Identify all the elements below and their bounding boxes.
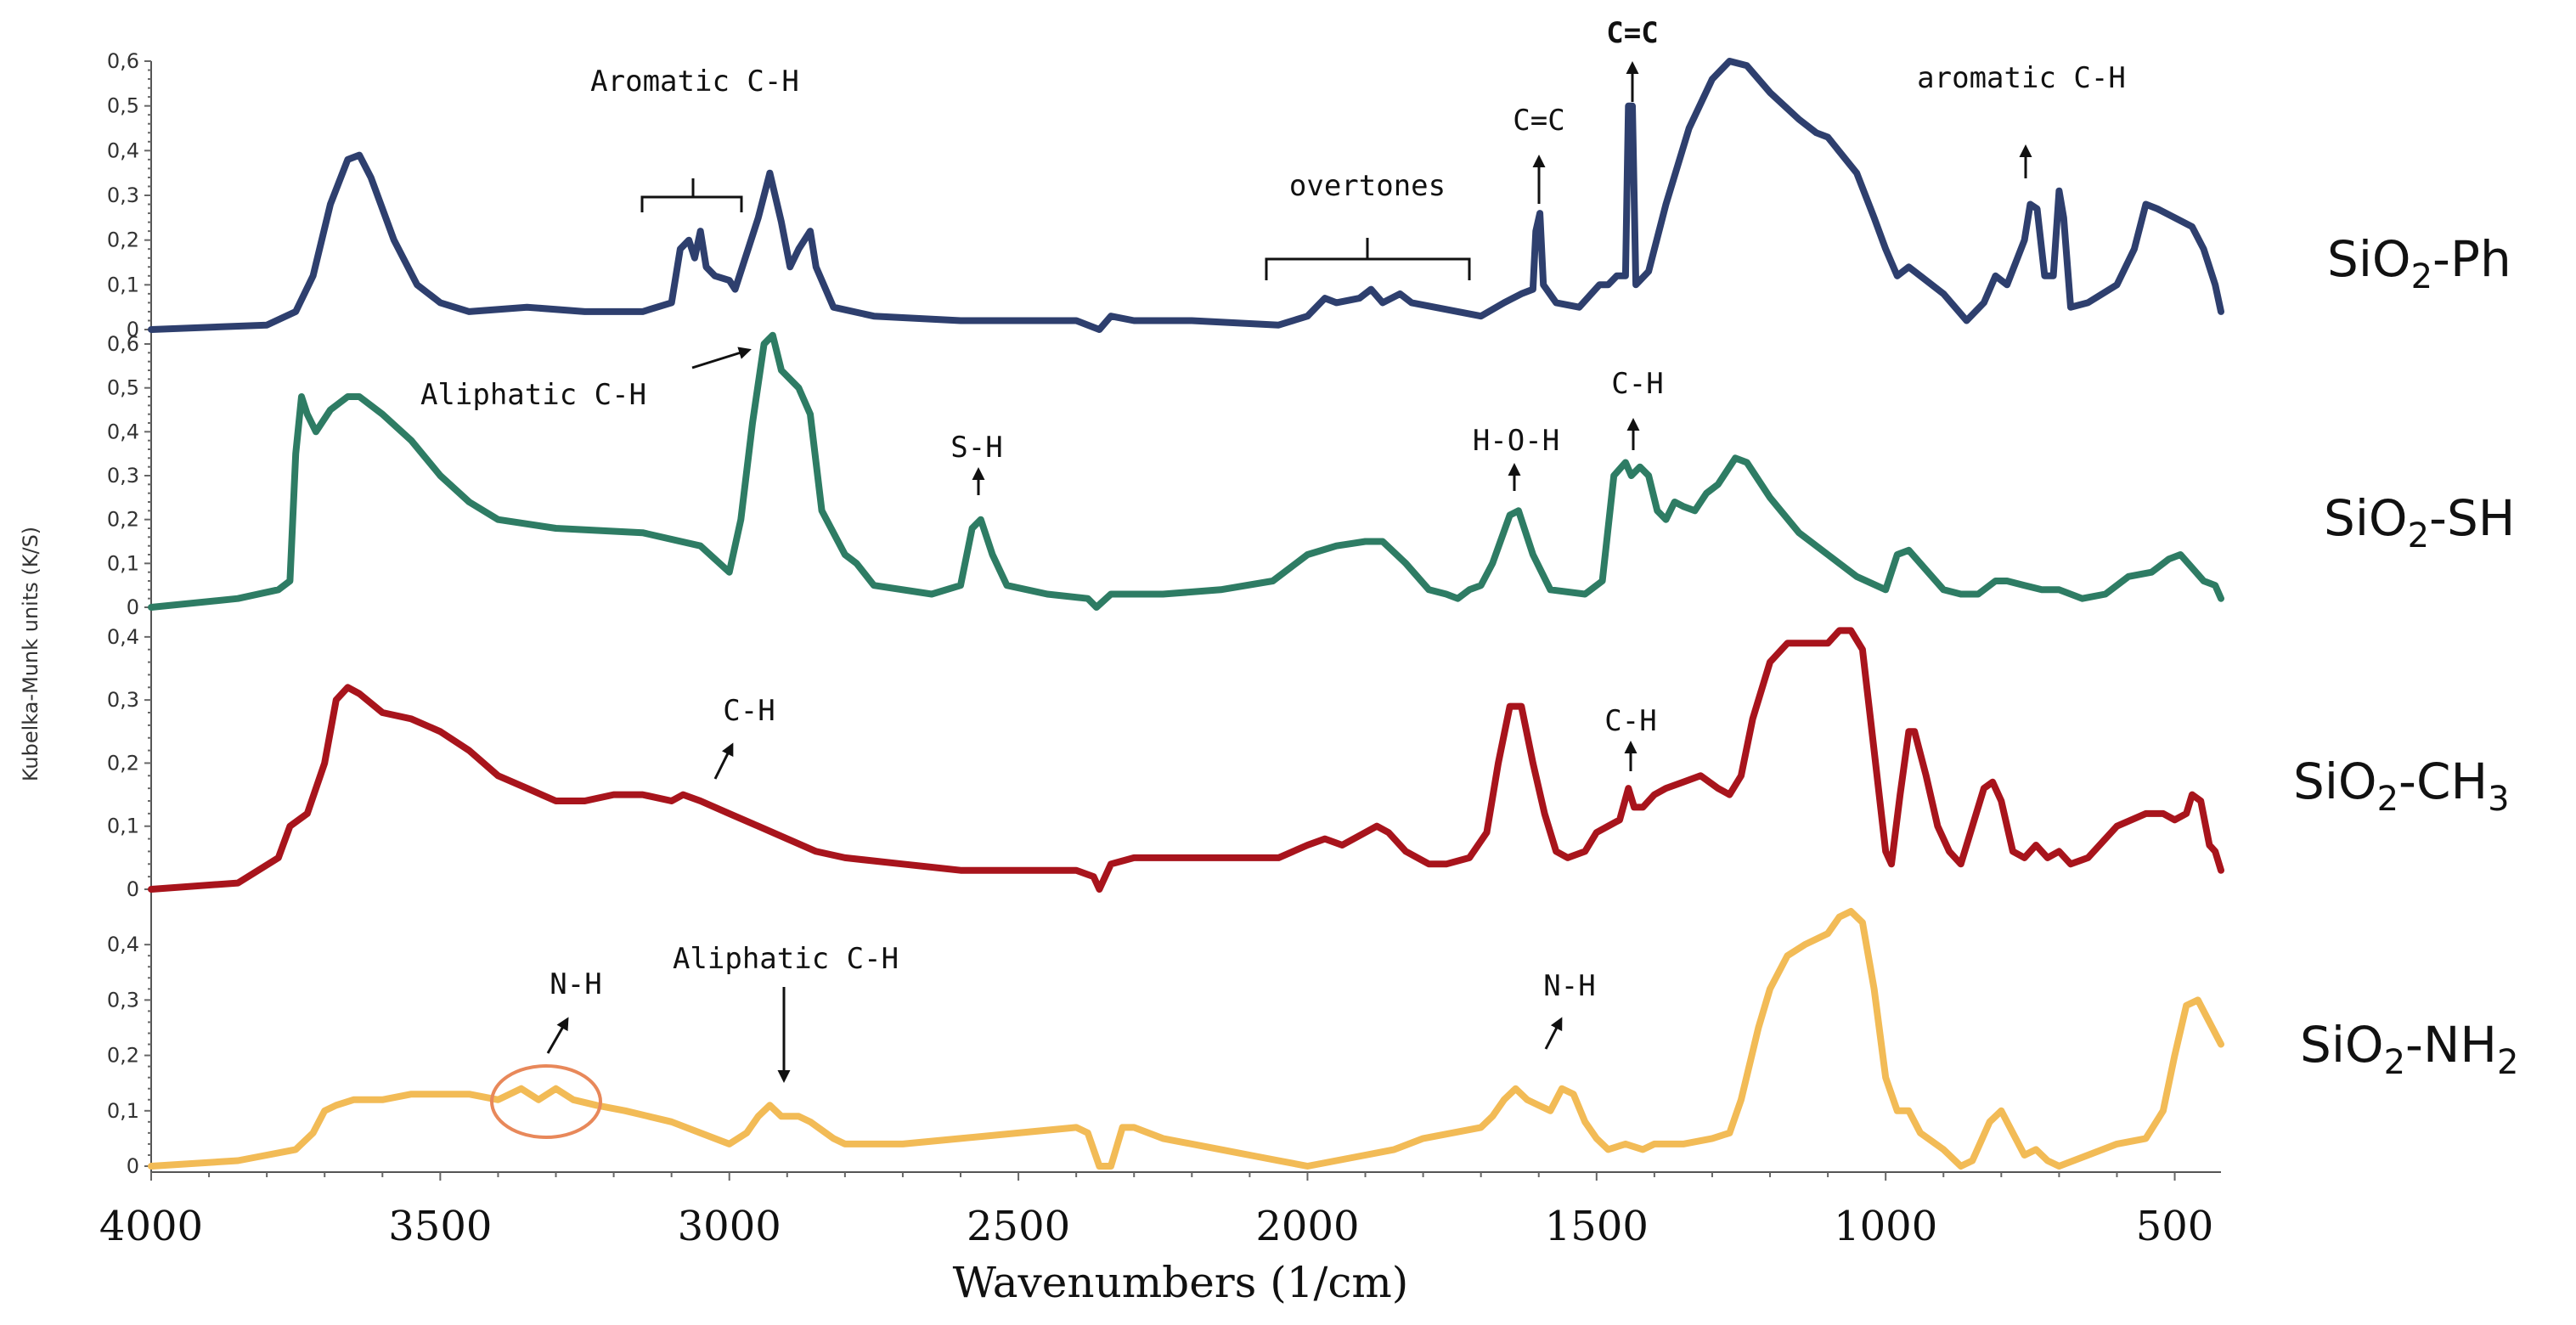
series-lines-group xyxy=(148,58,2224,1170)
y-tick-label: 0,2 xyxy=(107,508,139,532)
y-tick-label: 0 xyxy=(127,318,139,341)
panel-label-sio2-ph-suffix: -Ph xyxy=(2432,230,2511,288)
y-ticks-group: 00,10,20,30,40,50,600,10,20,30,40,50,600… xyxy=(107,49,151,1178)
annotation-ch-ch3-1: C-H xyxy=(723,694,775,728)
annotation-aliphatic-ch-nh2: Aliphatic C-H xyxy=(673,942,899,976)
panel-label-sio2-nh2: SiO2-NH2 xyxy=(2300,1016,2518,1082)
aliphatic-ch-sh-arrow xyxy=(691,347,752,369)
y-tick-label: 0,3 xyxy=(107,688,139,712)
y-tick-label: 0,2 xyxy=(107,1044,139,1068)
y-tick-label: 0,4 xyxy=(107,625,139,649)
y-tick-label: 0,6 xyxy=(107,332,139,356)
y-tick-label: 0,1 xyxy=(107,551,139,575)
y-tick-label: 0,2 xyxy=(107,751,139,775)
annotation-cc-1: C=C xyxy=(1513,104,1564,138)
panel-label-sio2-nh2-sub2: 2 xyxy=(2497,1043,2518,1082)
annotation-ch-sh: C-H xyxy=(1611,367,1663,401)
panel-label-sio2-ch3-suffix: -CH xyxy=(2398,753,2488,810)
x-tick-label: 2500 xyxy=(967,1203,1070,1250)
annotation-aromatic-ch-2: aromatic C-H xyxy=(1917,61,2126,95)
y-tick-label: 0 xyxy=(127,595,139,619)
panel-label-sio2-sh: SiO2-SH xyxy=(2324,489,2515,555)
y-tick-label: 0 xyxy=(127,1154,139,1178)
panel-label-sio2-ch3-sub2: 3 xyxy=(2488,780,2509,819)
x-tick-label: 3000 xyxy=(678,1203,781,1250)
y-tick-label: 0,4 xyxy=(107,933,139,956)
y-tick-label: 0 xyxy=(127,877,139,901)
annotation-nh-1: N-H xyxy=(550,967,601,1001)
nh-arrow-1 xyxy=(546,1017,569,1054)
overtones-bracket xyxy=(1265,238,1471,280)
panel-label-sio2-sh-main: SiO xyxy=(2324,489,2408,547)
y-tick-label: 0,1 xyxy=(107,1099,139,1123)
annotation-ch-ch3-2: C-H xyxy=(1604,704,1656,738)
series-line-sio2-sh xyxy=(148,331,2224,611)
y-tick-label: 0,5 xyxy=(107,376,139,400)
panel-label-sio2-ch3: SiO2-CH3 xyxy=(2293,753,2510,819)
x-tick-label: 4000 xyxy=(99,1203,203,1250)
nh-arrow-2 xyxy=(1544,1017,1563,1050)
panel-label-sio2-ph-main: SiO xyxy=(2327,230,2411,288)
x-tick-label: 2000 xyxy=(1255,1203,1359,1250)
y-tick-label: 0,5 xyxy=(107,94,139,118)
annotation-cc-2: C=C xyxy=(1606,16,1658,50)
annotation-overtones: overtones xyxy=(1289,169,1446,203)
y-tick-label: 0,3 xyxy=(107,988,139,1012)
annotation-nh-2: N-H xyxy=(1543,969,1595,1003)
nh-highlight-ellipse xyxy=(490,1064,602,1139)
y-tick-label: 0,4 xyxy=(107,138,139,162)
panel-label-sio2-ch3-main: SiO xyxy=(2293,753,2377,810)
y-tick-label: 0,4 xyxy=(107,420,139,443)
ch-ch3-arrow-1 xyxy=(713,742,734,780)
panel-label-sio2-sh-sub: 2 xyxy=(2408,516,2429,555)
x-tick-label: 500 xyxy=(2136,1203,2214,1250)
panel-label-sio2-nh2-suffix: -NH xyxy=(2405,1016,2497,1074)
annotation-aromatic-ch: Aromatic C-H xyxy=(590,65,799,99)
aromatic-ch-bracket xyxy=(640,178,743,212)
series-line-sio2-ph xyxy=(148,58,2224,333)
annotation-aliphatic-ch-sh: Aliphatic C-H xyxy=(420,378,646,412)
y-tick-label: 0,3 xyxy=(107,183,139,207)
y-tick-label: 0,1 xyxy=(107,815,139,838)
annotation-sh: S-H xyxy=(950,431,1002,465)
y-tick-label: 0,3 xyxy=(107,464,139,488)
panel-label-sio2-sh-suffix: -SH xyxy=(2429,489,2515,547)
panel-label-sio2-nh2-main: SiO xyxy=(2300,1016,2384,1074)
x-axis-title: Wavenumbers (1/cm) xyxy=(953,1258,1409,1307)
series-line-sio2-ch3 xyxy=(148,627,2224,893)
x-tick-label: 3500 xyxy=(388,1203,492,1250)
x-tick-label: 1000 xyxy=(1834,1203,1937,1250)
x-ticks-group: 4000 3500 3000 2500 2000 1500 1000 500 xyxy=(99,1172,2213,1250)
y-tick-label: 0,2 xyxy=(107,228,139,252)
panel-label-sio2-ph-sub: 2 xyxy=(2411,257,2432,296)
x-tick-label: 1500 xyxy=(1545,1203,1649,1250)
y-tick-label: 0,6 xyxy=(107,49,139,73)
series-line-sio2-nh2 xyxy=(148,908,2224,1170)
annotation-hoh: H-O-H xyxy=(1473,424,1559,458)
panel-label-sio2-ch3-sub: 2 xyxy=(2377,780,2398,819)
y-axis-title: Kubelka-Munk units (K/S) xyxy=(19,527,42,781)
y-tick-label: 0,1 xyxy=(107,273,139,296)
panel-label-sio2-ph: SiO2-Ph xyxy=(2327,230,2511,296)
panel-label-sio2-nh2-sub: 2 xyxy=(2384,1043,2405,1082)
